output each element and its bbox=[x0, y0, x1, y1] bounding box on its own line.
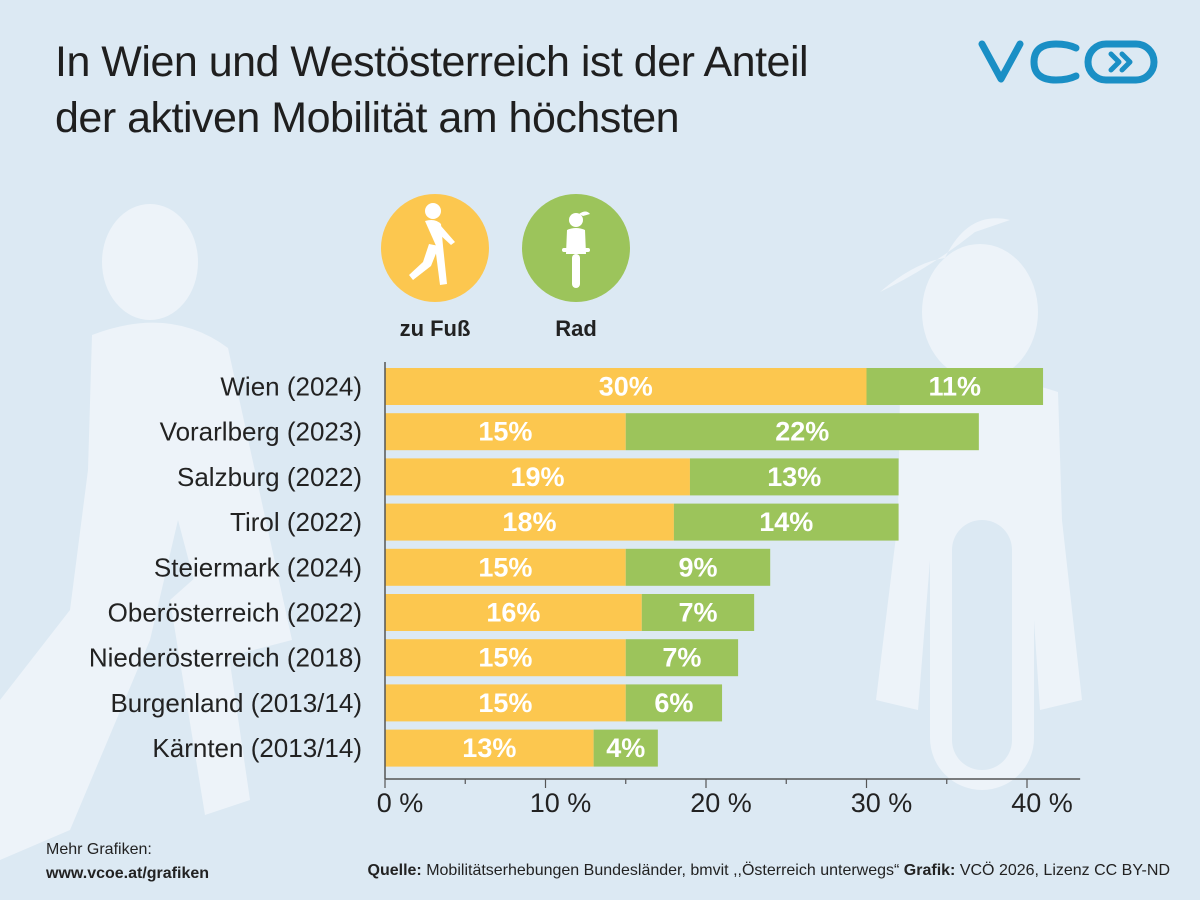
title-line-2: der aktiven Mobilität am höchsten bbox=[55, 94, 680, 142]
bar-zu-fu bbox=[385, 368, 867, 405]
data-label-zu-fu: 30% bbox=[599, 372, 653, 402]
legend-item-rad: Rad bbox=[521, 194, 631, 342]
bar-rad bbox=[593, 729, 658, 767]
bar-rad bbox=[641, 594, 755, 631]
bar-zu-fu bbox=[385, 503, 674, 541]
data-label-zu-fu: 16% bbox=[486, 598, 540, 628]
logo-letter-c bbox=[1030, 40, 1080, 84]
more-graphics-label: Mehr Grafiken: bbox=[46, 841, 152, 858]
data-label-zu-fu: 19% bbox=[510, 462, 564, 492]
cyclist-icon bbox=[522, 194, 630, 302]
walker-leg-silhouette bbox=[170, 560, 250, 815]
category-label: Steiermark (2024) bbox=[154, 552, 362, 582]
x-tick-label: 10 % bbox=[530, 788, 592, 818]
bar-zu-fu bbox=[385, 594, 642, 631]
category-label: Niederösterreich (2018) bbox=[89, 643, 362, 673]
vcoe-logo bbox=[978, 40, 1158, 84]
bar-rad bbox=[625, 548, 771, 586]
data-label-rad: 13% bbox=[767, 462, 821, 492]
category-label: Tirol (2022) bbox=[230, 507, 362, 537]
data-label-zu-fu: 15% bbox=[478, 688, 532, 718]
data-label-rad: 6% bbox=[654, 688, 693, 718]
data-label-zu-fu: 18% bbox=[502, 507, 556, 537]
data-label-rad: 22% bbox=[775, 417, 829, 447]
category-label: Oberösterreich (2022) bbox=[108, 598, 362, 628]
bar-rad bbox=[689, 458, 899, 496]
footer-more: Mehr Grafiken: www.vcoe.at/grafiken bbox=[46, 838, 209, 886]
data-label-zu-fu: 15% bbox=[478, 552, 532, 582]
data-label-rad: 4% bbox=[606, 733, 645, 763]
source-label: Quelle: bbox=[367, 862, 422, 879]
data-label-rad: 7% bbox=[678, 598, 717, 628]
category-label: Salzburg (2022) bbox=[177, 462, 362, 492]
category-label: Kärnten (2013/14) bbox=[152, 733, 362, 763]
logo-arrows-icon bbox=[1108, 51, 1133, 73]
legend-label-zu-fuss: zu Fuß bbox=[399, 316, 471, 341]
legend-item-zu-fuss: zu Fuß bbox=[380, 194, 490, 342]
legend-label-rad: Rad bbox=[555, 316, 597, 341]
cyclist-ponytail-silhouette bbox=[880, 218, 1010, 292]
walker-head-silhouette bbox=[102, 204, 198, 320]
cyclist-head-silhouette bbox=[922, 244, 1038, 380]
data-label-rad: 7% bbox=[662, 643, 701, 673]
bar-zu-fu bbox=[385, 413, 626, 451]
bar-rad bbox=[625, 639, 739, 677]
more-graphics-link[interactable]: www.vcoe.at/grafiken bbox=[46, 865, 210, 882]
bar-rad bbox=[866, 368, 1044, 405]
logo-letter-o bbox=[1084, 40, 1158, 84]
bar-rad bbox=[625, 684, 723, 722]
bar-rad bbox=[625, 413, 979, 451]
graphic-text: VCÖ 2026, Lizenz CC BY-ND bbox=[959, 862, 1170, 879]
logo-letter-v bbox=[978, 40, 1024, 83]
category-label: Burgenland (2013/14) bbox=[110, 688, 362, 718]
data-label-rad: 11% bbox=[928, 372, 981, 402]
title-line-1: In Wien und Westösterreich ist der Antei… bbox=[55, 38, 809, 86]
data-label-zu-fu: 13% bbox=[462, 733, 516, 763]
category-label: Wien (2024) bbox=[220, 372, 362, 402]
graphic-label: Grafik: bbox=[903, 862, 956, 879]
data-label-rad: 9% bbox=[678, 552, 717, 582]
x-tick-label: 30 % bbox=[851, 788, 913, 818]
bar-zu-fu bbox=[385, 729, 594, 767]
cyclist-wheel-gap bbox=[952, 520, 1012, 770]
data-label-zu-fu: 15% bbox=[478, 417, 532, 447]
category-label: Vorarlberg (2023) bbox=[160, 417, 362, 447]
walker-body-silhouette bbox=[0, 322, 292, 860]
bar-zu-fu bbox=[385, 458, 690, 496]
footer-source: Quelle: Mobilitätserhebungen Bundeslände… bbox=[368, 862, 1170, 880]
source-text: Mobilitätserhebungen Bundesländer, bmvit… bbox=[426, 862, 900, 879]
bar-rad bbox=[673, 503, 899, 541]
bar-zu-fu bbox=[385, 684, 626, 722]
bar-zu-fu bbox=[385, 639, 626, 677]
bar-zu-fu bbox=[385, 548, 626, 586]
chart-title: In Wien und Westösterreich ist der Antei… bbox=[55, 34, 935, 146]
x-tick-label: 20 % bbox=[690, 788, 752, 818]
pedestrian-icon bbox=[381, 194, 489, 302]
x-tick-label: 40 % bbox=[1011, 788, 1073, 818]
data-label-zu-fu: 15% bbox=[478, 643, 532, 673]
x-tick-label: 0 % bbox=[377, 788, 424, 818]
data-label-rad: 14% bbox=[759, 507, 813, 537]
